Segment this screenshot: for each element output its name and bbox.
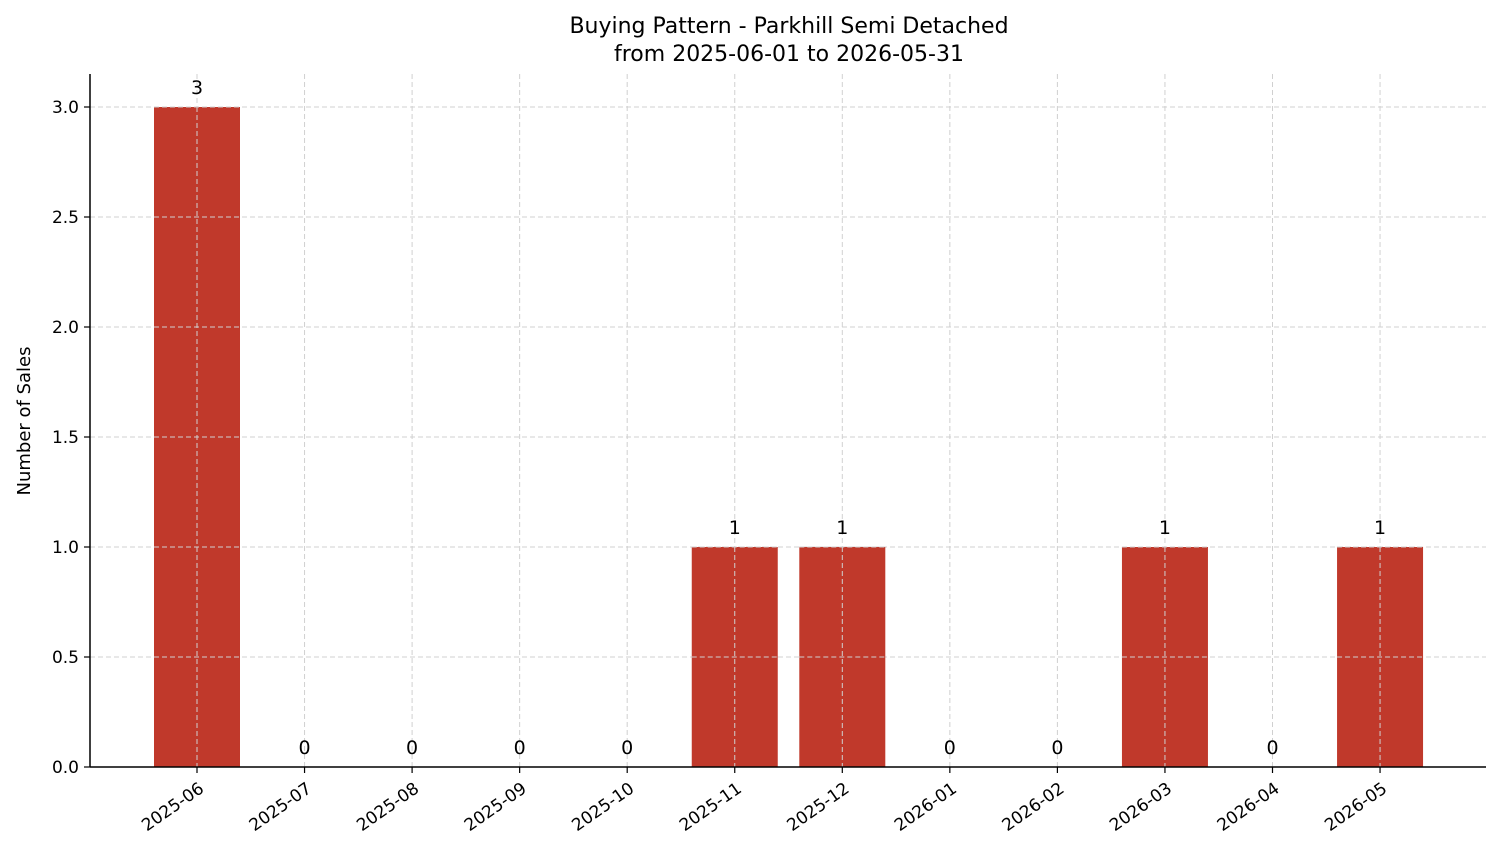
y-tick-label: 0.5	[52, 648, 79, 668]
data-label: 0	[299, 737, 311, 759]
y-tick-label: 2.0	[52, 318, 79, 338]
y-axis-label: Number of Sales	[14, 346, 35, 495]
x-tick-label: 2025-06	[138, 779, 208, 836]
data-label: 0	[621, 737, 633, 759]
data-label: 0	[944, 737, 956, 759]
data-labels: 3 0 0 0 0 1 1 0 0 1 0 1	[191, 77, 1386, 759]
y-tick-label: 1.5	[52, 428, 79, 448]
y-tick-label: 1.0	[52, 538, 79, 558]
chart-title: Buying Pattern - Parkhill Semi Detached	[569, 14, 1008, 39]
bars	[154, 106, 1424, 767]
data-label: 1	[836, 517, 848, 539]
x-tick-label: 2025-11	[676, 779, 746, 836]
chart-subtitle: from 2025-06-01 to 2026-05-31	[614, 42, 964, 67]
x-tick-label: 2026-05	[1321, 779, 1391, 836]
y-tick-label: 3.0	[52, 98, 79, 118]
x-tick-label: 2025-10	[568, 779, 638, 836]
data-label: 0	[1051, 737, 1063, 759]
data-label: 0	[514, 737, 526, 759]
data-label: 1	[729, 517, 741, 539]
x-tick-label: 2026-02	[999, 779, 1069, 836]
data-label: 1	[1159, 517, 1171, 539]
data-label: 3	[191, 77, 203, 99]
data-label: 1	[1374, 517, 1386, 539]
x-tick-label: 2025-12	[784, 779, 854, 836]
grid	[90, 74, 1486, 767]
x-tick-label: 2026-03	[1106, 779, 1176, 836]
data-label: 0	[406, 737, 418, 759]
y-tick-label: 2.5	[52, 208, 79, 228]
x-tick-label: 2026-04	[1214, 779, 1284, 836]
x-tick-label: 2025-09	[461, 779, 531, 836]
x-tick-label: 2025-08	[353, 779, 423, 836]
data-label: 0	[1266, 737, 1278, 759]
x-tick-label: 2026-01	[891, 779, 961, 836]
y-tick-label: 0.0	[52, 758, 79, 778]
x-tick-label: 2025-07	[246, 779, 316, 836]
